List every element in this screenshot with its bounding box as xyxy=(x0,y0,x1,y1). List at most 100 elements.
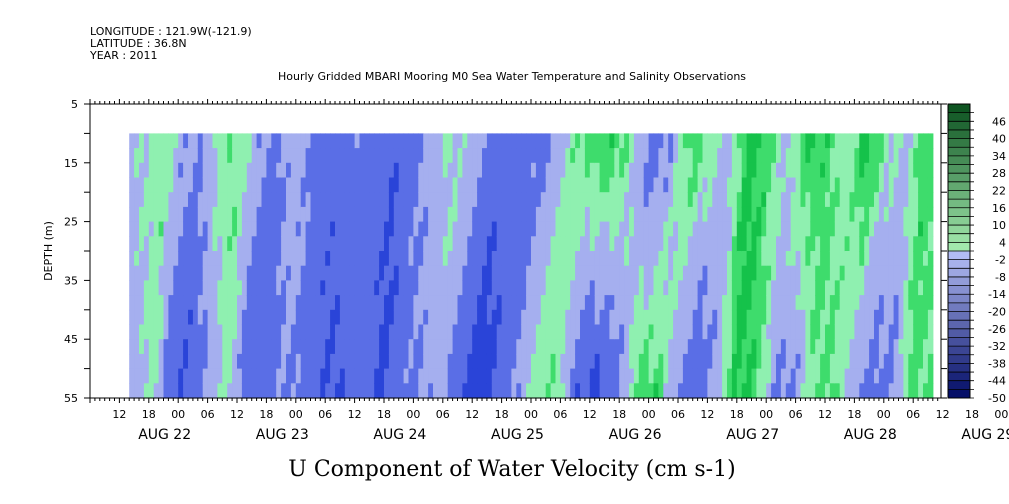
heatmap-cell xyxy=(178,221,184,237)
heatmap-cell xyxy=(467,192,473,208)
heatmap-cell xyxy=(526,206,532,223)
heatmap-cell xyxy=(717,236,723,252)
heatmap-cell xyxy=(854,236,860,252)
heatmap-cell xyxy=(800,309,806,326)
heatmap-cell xyxy=(349,133,356,149)
x-hour-label: 00 xyxy=(759,408,773,421)
heatmap-cell xyxy=(139,265,145,281)
heatmap-cell xyxy=(344,280,351,296)
heatmap-cell xyxy=(795,353,802,370)
heatmap-cell xyxy=(540,162,547,179)
heatmap-cell xyxy=(413,206,419,223)
heatmap-cell xyxy=(516,192,522,208)
heatmap-cell xyxy=(844,162,851,179)
heatmap-cell xyxy=(648,295,655,311)
heatmap-cell xyxy=(413,162,419,179)
heatmap-cell xyxy=(384,251,390,267)
heatmap-cell xyxy=(869,148,875,164)
heatmap-cell xyxy=(682,148,689,164)
heatmap-cell xyxy=(810,309,816,326)
heatmap-cell xyxy=(364,206,370,223)
heatmap-cell xyxy=(668,324,674,340)
heatmap-cell xyxy=(785,368,792,384)
heatmap-cell xyxy=(148,192,155,208)
x-day-label: AUG 29 xyxy=(961,427,1009,443)
x-hour-label: 06 xyxy=(553,408,567,421)
heatmap-cell xyxy=(908,221,914,237)
heatmap-cell xyxy=(457,324,463,340)
heatmap-cell xyxy=(202,368,209,384)
heatmap-cell xyxy=(286,309,292,326)
heatmap-cell xyxy=(418,280,424,296)
heatmap-cell xyxy=(560,295,566,311)
heatmap-cell xyxy=(261,368,267,384)
heatmap-cell xyxy=(800,192,806,208)
heatmap-cell xyxy=(913,162,919,179)
heatmap-cell xyxy=(398,206,405,223)
heatmap-cell xyxy=(452,353,459,370)
heatmap-cell xyxy=(829,162,836,179)
heatmap-cell xyxy=(570,133,576,149)
heatmap-cell xyxy=(251,280,258,296)
heatmap-cell xyxy=(903,133,909,149)
heatmap-cell xyxy=(834,368,841,384)
heatmap-cell xyxy=(913,280,919,296)
heatmap-cell xyxy=(521,206,527,223)
heatmap-cell xyxy=(173,383,179,399)
heatmap-cell xyxy=(731,295,738,311)
heatmap-cell xyxy=(839,295,846,311)
heatmap-cell xyxy=(246,295,253,311)
heatmap-cell xyxy=(217,383,223,399)
heatmap-cell xyxy=(423,383,429,399)
heatmap-cell xyxy=(320,295,326,311)
heatmap-cell xyxy=(428,236,434,252)
heatmap-cell xyxy=(658,295,664,311)
heatmap-cell xyxy=(638,368,645,384)
heatmap-cell xyxy=(139,295,145,311)
heatmap-cell xyxy=(668,221,674,237)
heatmap-cell xyxy=(859,324,865,340)
heatmap-cell xyxy=(501,177,508,193)
heatmap-cell xyxy=(589,295,596,311)
heatmap-cell xyxy=(134,353,140,370)
heatmap-cell xyxy=(286,148,292,164)
heatmap-cell xyxy=(584,280,591,296)
heatmap-cell xyxy=(526,280,532,296)
heatmap-cell xyxy=(178,339,184,355)
heatmap-cell xyxy=(217,251,223,267)
heatmap-cell xyxy=(927,251,934,267)
heatmap-cell xyxy=(192,295,199,311)
heatmap-cell xyxy=(736,221,743,237)
colorbar-swatch xyxy=(948,346,970,356)
heatmap-cell xyxy=(393,339,400,355)
heatmap-cell xyxy=(300,368,307,384)
heatmap-cell xyxy=(486,368,493,384)
heatmap-cell xyxy=(883,368,890,384)
heatmap-cell xyxy=(447,221,454,237)
heatmap-cell xyxy=(393,192,400,208)
heatmap-cell xyxy=(511,265,517,281)
heatmap-cell xyxy=(227,353,233,370)
heatmap-cell xyxy=(237,339,243,355)
heatmap-cell xyxy=(545,368,552,384)
heatmap-cell xyxy=(893,324,900,340)
heatmap-cell xyxy=(359,221,365,237)
heatmap-cell xyxy=(491,133,498,149)
heatmap-cell xyxy=(374,162,380,179)
heatmap-cell xyxy=(741,280,748,296)
heatmap-cell xyxy=(222,221,228,237)
heatmap-cell xyxy=(418,133,424,149)
heatmap-cell xyxy=(511,251,517,267)
heatmap-cell xyxy=(501,339,508,355)
heatmap-cell xyxy=(129,162,135,179)
heatmap-cell xyxy=(168,353,174,370)
heatmap-cell xyxy=(594,251,601,267)
heatmap-cell xyxy=(766,265,772,281)
heatmap-cell xyxy=(526,265,532,281)
heatmap-cell xyxy=(379,339,385,355)
heatmap-cell xyxy=(898,353,904,370)
heatmap-cell xyxy=(325,295,331,311)
heatmap-cell xyxy=(227,192,233,208)
heatmap-cell xyxy=(800,133,806,149)
heatmap-cell xyxy=(751,383,757,399)
